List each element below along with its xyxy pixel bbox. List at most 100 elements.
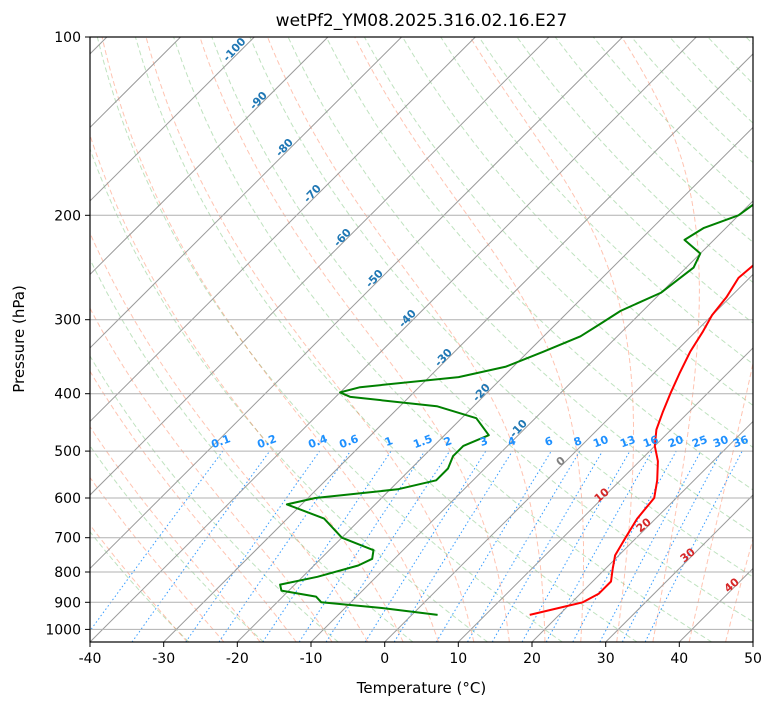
mixing-ratio-label: 4 [506, 434, 518, 449]
dry-adiabat [363, 37, 753, 448]
mixing-ratio-label: 2 [442, 434, 454, 449]
moist-adiabat [90, 307, 333, 642]
mixing-ratio-label: 0.6 [337, 432, 360, 451]
dry-adiabat [90, 445, 264, 642]
isotherm [90, 37, 697, 642]
mixing-ratio-line [131, 450, 271, 642]
mixing-ratio-line [521, 450, 631, 642]
y-axis-label: Pressure (hPa) [10, 285, 28, 393]
dry-adiabat-label: -40 [396, 307, 419, 331]
x-tick-label: -40 [79, 651, 102, 667]
background-lines [90, 37, 775, 642]
isotherm [605, 494, 753, 642]
mixing-ratio-label: 25 [690, 433, 709, 450]
y-axis-ticks: 100 200 300 400 500 600 700 800 900 1000 [45, 30, 90, 638]
mixing-ratio-line [90, 450, 224, 632]
x-tick-label: 0 [380, 651, 389, 667]
mixing-ratio-label: 6 [543, 434, 555, 449]
x-axis-label: Temperature (°C) [356, 679, 486, 697]
moist-adiabat [90, 133, 404, 642]
mixing-ratio-label: 0.2 [255, 432, 278, 451]
isotherm [90, 37, 550, 496]
isotherm [384, 273, 753, 642]
mixing-ratio-line [644, 450, 743, 642]
moist-adiabat [90, 524, 188, 642]
mixing-ratio-label: 3 [478, 434, 490, 449]
isotherm [163, 53, 753, 642]
mixing-ratio-line [218, 450, 351, 642]
moist-adiabat [101, 37, 439, 642]
moist-adiabat [688, 361, 753, 642]
y-tick-label: 300 [54, 313, 81, 329]
mixing-ratio-label: 8 [572, 434, 584, 449]
dry-adiabat [516, 37, 753, 284]
moist-adiabat [762, 37, 775, 642]
temperature-line [529, 264, 753, 616]
plot-frame [89, 36, 754, 643]
mixing-ratio-label: 30 [711, 433, 730, 451]
dry-adiabat [440, 37, 753, 365]
mixing-ratio-line [572, 450, 677, 642]
y-tick-label: 700 [54, 531, 81, 547]
moist-adiabat [90, 425, 261, 642]
moist-adiabat [90, 231, 369, 642]
y-tick-label: 400 [54, 387, 81, 403]
dry-adiabat [745, 37, 753, 45]
dewpoint-line [279, 203, 753, 616]
moist-adiabat [267, 37, 546, 642]
mixing-ratio-line [393, 450, 513, 642]
x-tick-label: 20 [523, 651, 541, 667]
dry-adiabat [134, 37, 638, 642]
dry-adiabat-label: -60 [331, 226, 354, 250]
dry-adiabat [707, 37, 753, 85]
dry-adiabat-label: -20 [470, 381, 493, 405]
isotherm [531, 420, 753, 642]
moist-adiabat-label: 30 [678, 545, 698, 565]
mixing-ratio-line [545, 450, 653, 642]
dry-adiabat [402, 37, 753, 406]
dry-adiabat-label: -70 [301, 182, 324, 206]
y-tick-label: 800 [54, 565, 81, 581]
dry-adiabat [249, 37, 753, 578]
isotherm [90, 37, 476, 423]
x-tick-label: 50 [744, 651, 762, 667]
isotherm [90, 37, 329, 276]
dry-adiabat [90, 147, 488, 642]
moist-adiabat [90, 476, 225, 642]
dry-adiabat-label: -100 [220, 35, 249, 64]
dry-adiabat [173, 37, 712, 642]
mixing-ratio-line [364, 450, 487, 642]
dry-adiabat [554, 37, 753, 243]
x-tick-label: 10 [449, 651, 467, 667]
y-tick-label: 500 [54, 444, 81, 460]
mixing-ratio-line [325, 450, 451, 642]
mixing-ratio-line [185, 450, 321, 642]
mixing-ratio-label: 16 [641, 433, 660, 451]
isotherm [236, 126, 753, 642]
mixing-ratio-label: 20 [666, 433, 685, 451]
isotherm [457, 347, 753, 642]
line-labels: -100-90-80-70-60-50-40-30-20-100.1 0.2 0.4… [209, 35, 750, 595]
isotherm [90, 37, 255, 202]
dry-adiabat-label: -90 [247, 89, 270, 113]
x-tick-label: -20 [226, 651, 249, 667]
moist-adiabat [725, 537, 753, 642]
y-tick-label: 200 [54, 208, 81, 224]
dry-adiabat-label: -80 [273, 136, 296, 160]
moist-adiabat [469, 37, 634, 642]
y-tick-label: 600 [54, 491, 81, 507]
moist-adiabat [199, 37, 510, 642]
isotherm [310, 200, 753, 642]
x-tick-label: -10 [300, 651, 323, 667]
y-tick-label: 900 [54, 595, 81, 611]
dry-adiabat [96, 37, 563, 642]
mixing-ratio-label: 36 [731, 433, 750, 451]
isotherm [752, 641, 753, 642]
dry-adiabat-label: -50 [363, 267, 386, 291]
chart-title: wetPf2_YM08.2025.316.02.16.E27 [276, 11, 568, 31]
y-tick-label: 1000 [45, 622, 81, 638]
isotherm [90, 37, 402, 349]
isotherm [90, 37, 623, 570]
